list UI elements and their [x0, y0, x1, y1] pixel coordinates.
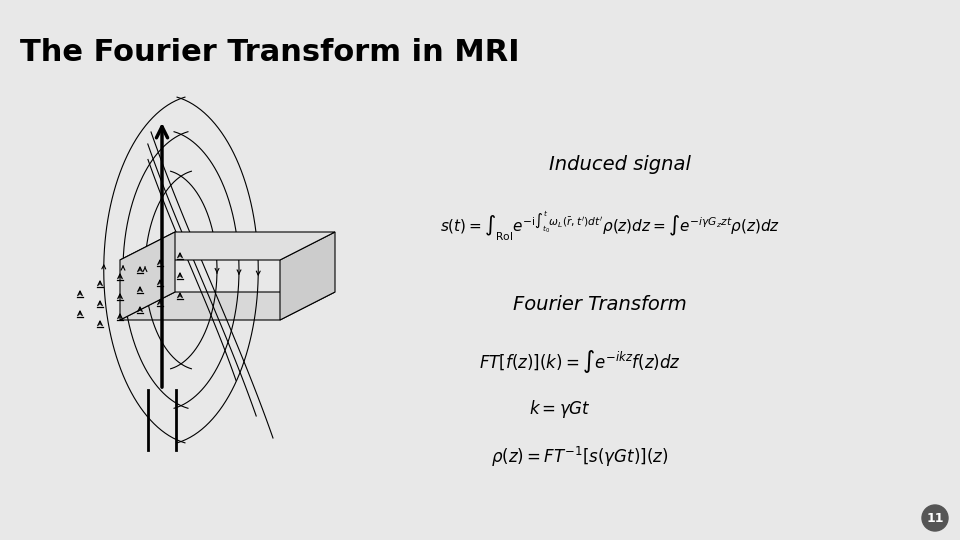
Circle shape: [922, 505, 948, 531]
Polygon shape: [120, 292, 335, 320]
Text: Induced signal: Induced signal: [549, 155, 691, 174]
Polygon shape: [120, 232, 335, 260]
Polygon shape: [120, 232, 175, 320]
Text: $FT[f(z)](k) = \int e^{-ikz} f(z)dz$: $FT[f(z)](k) = \int e^{-ikz} f(z)dz$: [479, 348, 681, 375]
Text: The Fourier Transform in MRI: The Fourier Transform in MRI: [20, 38, 519, 67]
Polygon shape: [280, 232, 335, 320]
Text: $\rho(z) = FT^{-1}[s(\gamma G t)](z)$: $\rho(z) = FT^{-1}[s(\gamma G t)](z)$: [492, 445, 669, 469]
Text: 11: 11: [926, 511, 944, 524]
Text: $k = \gamma G t$: $k = \gamma G t$: [529, 398, 591, 420]
Text: $s(t) = \int_{\mathrm{RoI}} e^{-\mathrm{i}\int_{t_0}^{t}\omega_L(\bar{r},t^{\pri: $s(t) = \int_{\mathrm{RoI}} e^{-\mathrm{…: [440, 210, 780, 244]
Text: Fourier Transform: Fourier Transform: [514, 295, 686, 314]
